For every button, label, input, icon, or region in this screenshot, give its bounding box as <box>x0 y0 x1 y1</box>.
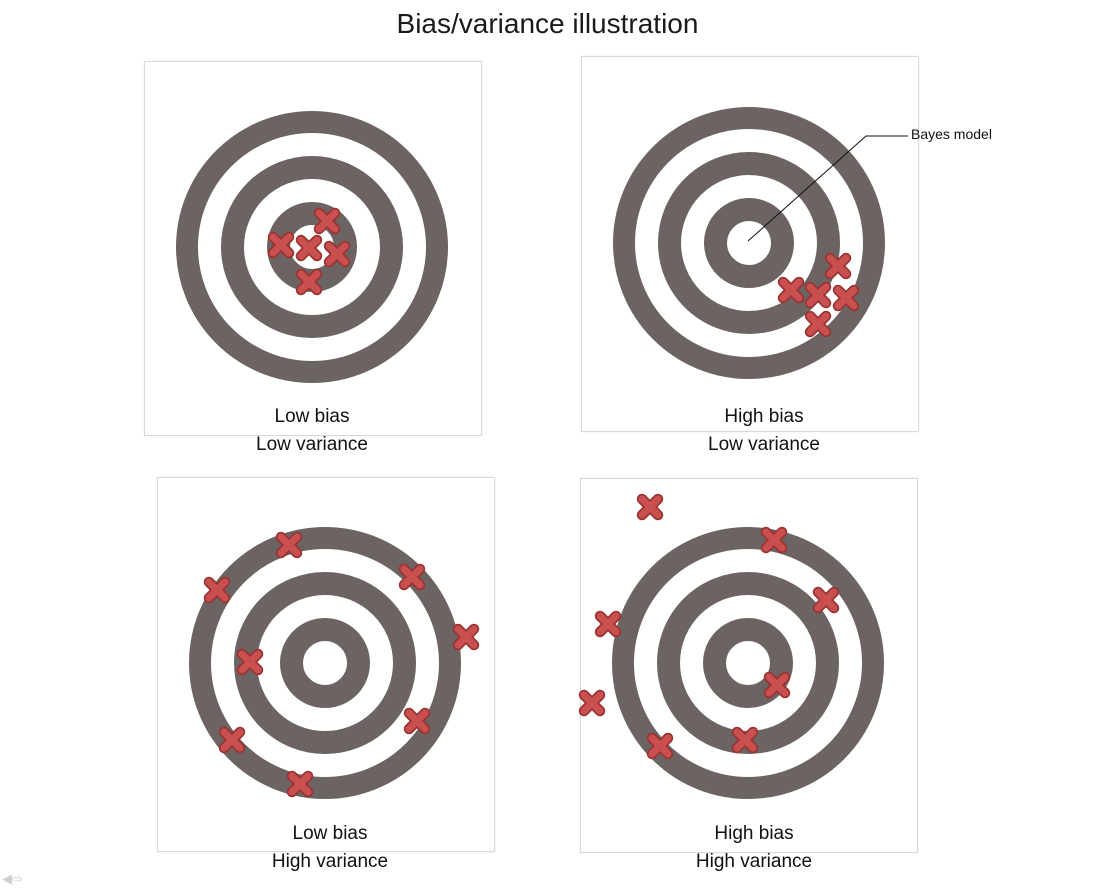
variance-label: High variance <box>695 851 813 872</box>
bias-label: High bias <box>714 823 794 844</box>
cross-marker-icon <box>838 290 854 306</box>
cross-marker-icon <box>319 213 335 229</box>
cross-marker-icon <box>600 616 616 632</box>
target-ring <box>658 152 840 334</box>
cross-marker-icon <box>584 695 600 711</box>
caption-low-bias-high-variance: Low bias High variance <box>180 820 480 876</box>
target-ring <box>657 572 839 754</box>
cross-marker-icon <box>209 582 225 598</box>
caption-high-bias-high-variance: High bias High variance <box>604 820 904 876</box>
target-ring <box>703 618 793 708</box>
targets-layer <box>176 107 885 799</box>
nav-arrows-icon[interactable]: ◀⇨ <box>2 871 23 886</box>
variance-label: Low variance <box>708 434 820 455</box>
caption-low-bias-low-variance: Low bias Low variance <box>162 403 462 459</box>
bayes-model-callout: Bayes model <box>747 126 992 242</box>
target-ring <box>280 618 370 708</box>
cross-marker-icon <box>810 287 826 303</box>
target-ring <box>612 527 884 799</box>
cross-marker-icon <box>810 316 826 332</box>
callout-leader-line <box>747 135 908 242</box>
bias-label: Low bias <box>274 406 350 427</box>
caption-high-bias-low-variance: High bias Low variance <box>614 403 914 459</box>
cross-marker-icon <box>766 532 782 548</box>
target-ring <box>613 107 885 379</box>
cross-marker-icon <box>409 713 425 729</box>
cross-marker-icon <box>242 654 258 670</box>
cross-marker-icon <box>652 738 668 754</box>
cross-marker-icon <box>830 258 846 274</box>
target-2 <box>613 107 885 379</box>
target-ring <box>704 198 794 288</box>
page-title: Bias/variance illustration <box>396 8 699 39</box>
cross-marker-icon <box>783 282 799 298</box>
cross-marker-icon <box>404 569 420 585</box>
cross-marker-icon <box>737 732 753 748</box>
target-ring <box>176 111 448 383</box>
cross-marker-icon <box>301 240 317 256</box>
cross-marker-icon <box>769 677 785 693</box>
target-ring <box>189 527 461 799</box>
target-ring <box>221 156 403 338</box>
variance-label: Low variance <box>256 434 368 455</box>
bias-label: Low bias <box>292 823 368 844</box>
bayes-model-annotation: Bayes model <box>911 126 992 142</box>
cross-marker-icon <box>642 499 658 515</box>
cross-marker-icon <box>273 237 289 253</box>
cross-marker-icon <box>301 274 317 290</box>
cross-marker-icon <box>458 629 474 645</box>
bias-label: High bias <box>724 406 804 427</box>
cross-marker-icon <box>292 776 308 792</box>
target-ring <box>234 572 416 754</box>
cross-marker-icon <box>818 592 834 608</box>
cross-marker-icon <box>224 732 240 748</box>
variance-label: High variance <box>271 851 389 872</box>
cross-marker-icon <box>329 246 345 262</box>
cross-marker-icon <box>281 537 297 553</box>
